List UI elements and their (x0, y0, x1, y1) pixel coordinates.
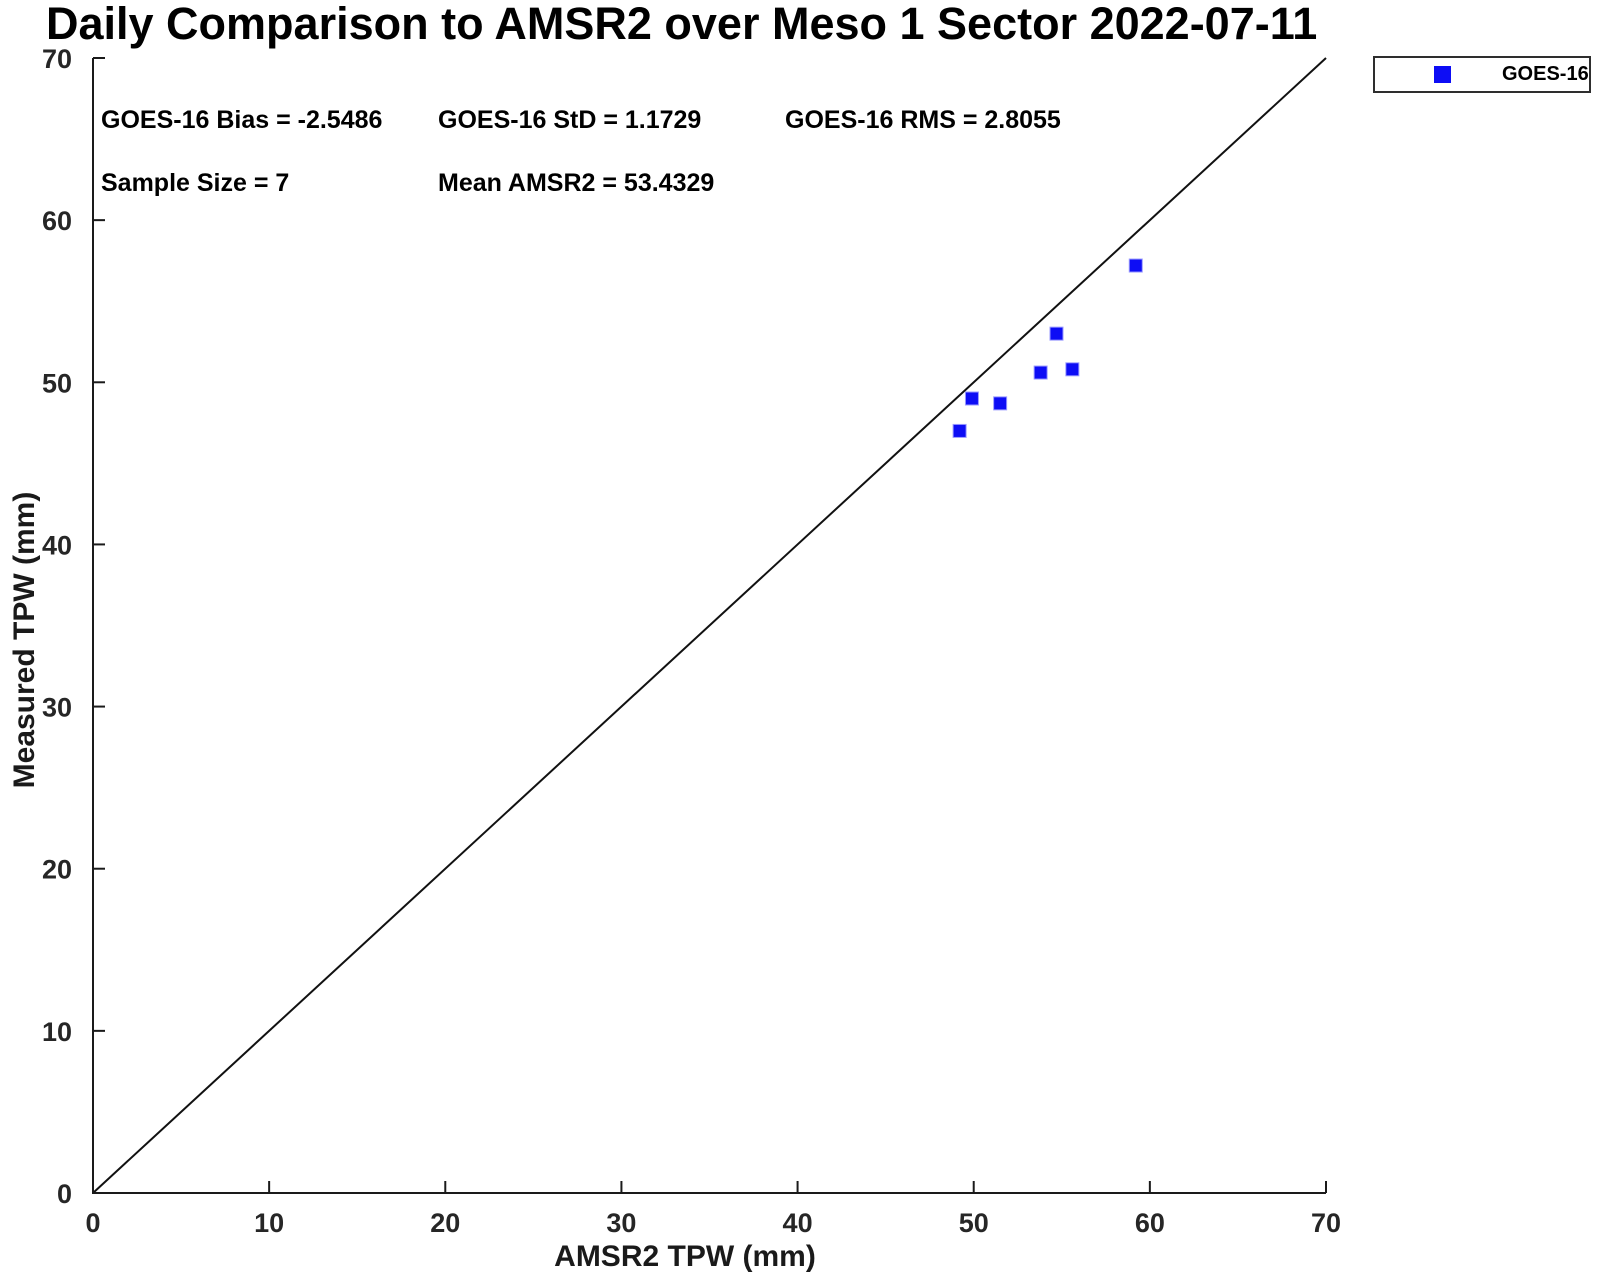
y-tick-label: 20 (42, 855, 72, 885)
stat-sample-size: Sample Size = 7 (101, 169, 290, 197)
x-tick-label: 20 (430, 1208, 460, 1238)
y-tick-label: 70 (42, 44, 72, 74)
legend-label-goes16: GOES-16 (1502, 63, 1589, 85)
scatter-point (993, 396, 1008, 411)
scatter-point (964, 391, 979, 406)
x-tick-label: 40 (783, 1208, 813, 1238)
identity-line (92, 57, 1327, 1194)
x-axis-label: AMSR2 TPW (mm) (554, 1240, 816, 1273)
x-tick-label: 0 (85, 1208, 100, 1238)
goes16-legend-marker-icon (1434, 66, 1451, 83)
stat-mean-amsr2: Mean AMSR2 = 53.4329 (438, 169, 715, 197)
stat-bias: GOES-16 Bias = -2.5486 (101, 106, 383, 134)
scatter-point (1033, 365, 1048, 380)
stat-std: GOES-16 StD = 1.1729 (438, 106, 702, 134)
y-tick-label: 60 (42, 206, 72, 236)
y-tick-label: 50 (42, 368, 72, 398)
y-tick-label: 30 (42, 693, 72, 723)
x-tick-label: 30 (606, 1208, 636, 1238)
scatter-point (952, 423, 967, 438)
scatter-point (1128, 258, 1143, 273)
scatter-point (1049, 326, 1064, 341)
chart-title: Daily Comparison to AMSR2 over Meso 1 Se… (46, 0, 1318, 49)
x-tick-label: 70 (1311, 1208, 1341, 1238)
legend-box: GOES-16 (1373, 56, 1591, 93)
y-axis-label: Measured TPW (mm) (8, 492, 41, 789)
scatter-point (1065, 362, 1080, 377)
x-tick-label: 50 (959, 1208, 989, 1238)
y-tick-label: 40 (42, 530, 72, 560)
x-tick-label: 10 (254, 1208, 284, 1238)
y-tick-label: 0 (57, 1179, 72, 1209)
y-tick-label: 10 (42, 1017, 72, 1047)
stat-rms: GOES-16 RMS = 2.8055 (785, 106, 1061, 134)
x-tick-label: 60 (1135, 1208, 1165, 1238)
